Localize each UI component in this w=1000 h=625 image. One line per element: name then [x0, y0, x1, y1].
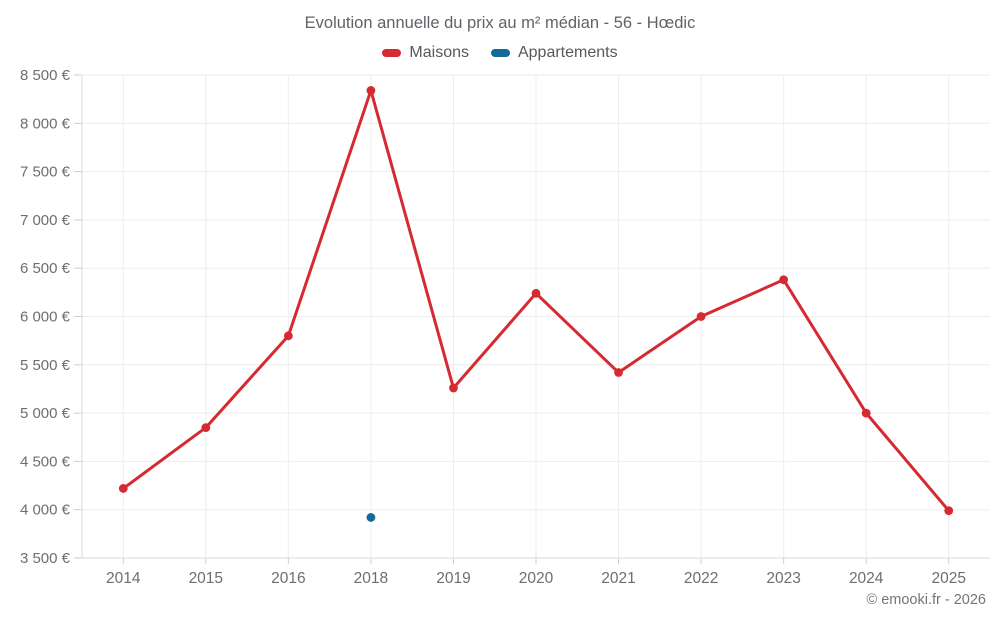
y-axis-label: 7 500 €: [20, 164, 71, 181]
maisons-point-2015[interactable]: [201, 423, 211, 432]
y-axis-label: 4 500 €: [20, 453, 71, 470]
x-axis-label: 2015: [189, 570, 223, 587]
x-axis-label: 2022: [684, 570, 718, 587]
x-axis-label: 2016: [271, 570, 305, 587]
maisons-point-2020[interactable]: [531, 288, 541, 298]
y-axis-label: 8 000 €: [20, 115, 71, 132]
chart-title: Evolution annuelle du prix au m² médian …: [304, 14, 696, 32]
maisons-swatch-icon: [382, 49, 402, 57]
y-axis-label: 6 000 €: [20, 309, 71, 326]
legend-item-appartements[interactable]: Appartements: [490, 44, 618, 62]
y-axis-label: 5 000 €: [20, 405, 71, 422]
maisons-point-2023[interactable]: [779, 275, 789, 285]
maisons-point-2021[interactable]: [614, 368, 623, 377]
appartements-point-2018[interactable]: [366, 513, 376, 522]
y-axis-label: 5 500 €: [20, 357, 71, 374]
x-axis-label: 2018: [354, 570, 388, 587]
footer-copyright: © emooki.fr - 2026: [866, 592, 986, 608]
y-axis-label: 8 500 €: [20, 67, 71, 84]
legend-label-maisons: Maisons: [409, 44, 469, 61]
maisons-point-2019[interactable]: [449, 383, 458, 393]
maisons-point-2025[interactable]: [944, 506, 954, 516]
x-axis-label: 2021: [601, 570, 635, 587]
legend-label-appartements: Appartements: [517, 44, 618, 61]
y-axis-label: 7 000 €: [20, 212, 71, 229]
x-axis-label: 2025: [931, 570, 965, 587]
maisons-point-2022[interactable]: [696, 312, 706, 321]
y-axis-label: 6 500 €: [20, 260, 71, 277]
appartements-swatch-icon: [490, 49, 510, 57]
x-axis-label: 2019: [436, 570, 470, 587]
maisons-point-2018[interactable]: [366, 86, 376, 95]
legend: Maisons Appartements: [0, 44, 1000, 62]
x-axis-label: 2020: [519, 570, 554, 587]
maisons-point-2024[interactable]: [861, 408, 871, 418]
x-axis-label: 2023: [766, 570, 800, 587]
maisons-point-2016[interactable]: [283, 331, 293, 341]
maisons-point-2014[interactable]: [118, 484, 128, 493]
x-axis-label: 2024: [849, 570, 884, 587]
y-axis-label: 3 500 €: [20, 550, 71, 567]
x-axis-label: 2014: [106, 570, 141, 587]
legend-item-maisons[interactable]: Maisons: [382, 44, 469, 62]
y-axis-label: 4 000 €: [20, 502, 71, 519]
